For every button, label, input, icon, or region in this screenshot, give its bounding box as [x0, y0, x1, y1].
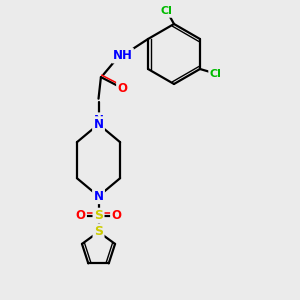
- Text: O: O: [118, 82, 128, 95]
- Text: NH: NH: [112, 49, 133, 62]
- Text: N: N: [94, 114, 103, 127]
- Text: S: S: [94, 225, 103, 239]
- Text: O: O: [76, 209, 85, 222]
- Text: S: S: [94, 209, 103, 222]
- Text: Cl: Cl: [160, 6, 172, 16]
- Text: O: O: [112, 209, 122, 222]
- Text: N: N: [94, 118, 103, 131]
- Text: N: N: [94, 190, 103, 203]
- Text: Cl: Cl: [210, 68, 221, 79]
